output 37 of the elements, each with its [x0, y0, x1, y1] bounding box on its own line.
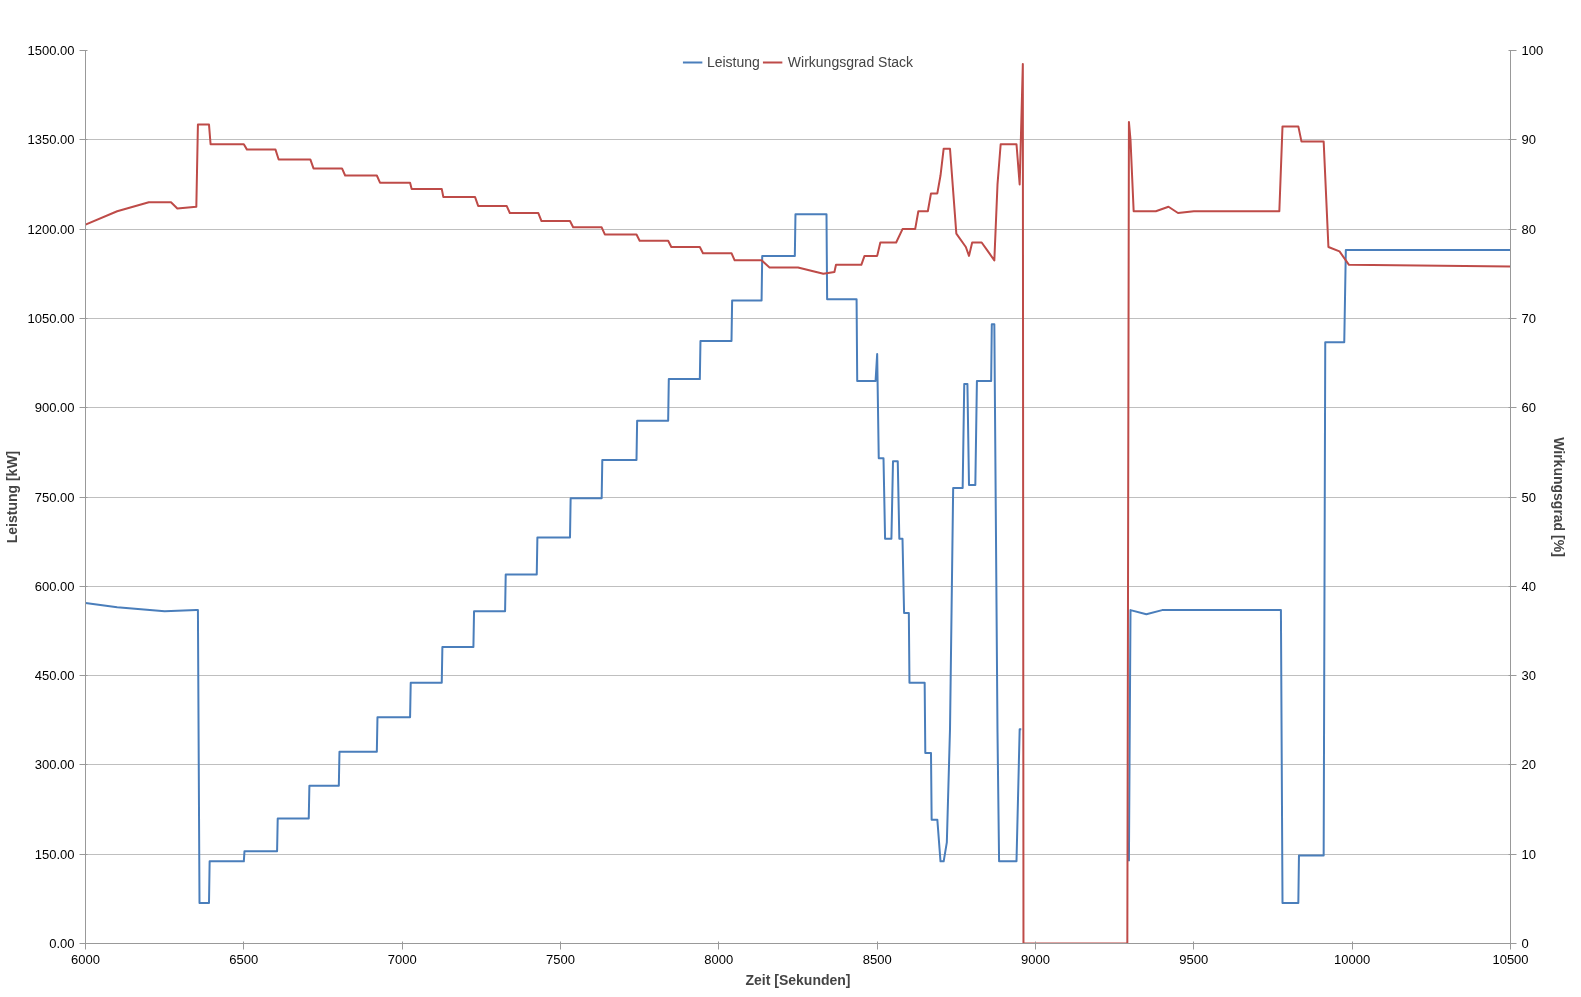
- legend-label: Wirkungsgrad Stack: [787, 54, 914, 70]
- y2-tick-label: 90: [1521, 132, 1536, 148]
- y-tick-label: 0.00: [49, 936, 75, 951]
- x-tick-label: 9000: [1021, 951, 1050, 967]
- y-tick-label: 1050.00: [27, 310, 75, 326]
- y-tick-label: 1350.00: [27, 132, 75, 148]
- y2-axis-title: Wirkungsgrad [%]: [1551, 437, 1568, 557]
- y2-tick-label: 10: [1521, 846, 1536, 862]
- y2-tick-label: 60: [1521, 400, 1536, 416]
- y-axis-title: Leistung [kW]: [3, 450, 20, 544]
- x-axis-title: Zeit [Sekunden]: [745, 971, 851, 988]
- x-tick-label: 8000: [704, 951, 734, 967]
- x-tick-label: 6000: [71, 951, 100, 967]
- x-tick-label: 10000: [1334, 951, 1371, 967]
- y-tick-label: 600.00: [34, 578, 75, 594]
- y2-tick-label: 0: [1521, 936, 1529, 951]
- y2-tick-label: 80: [1521, 221, 1536, 237]
- x-tick-label: 10500: [1492, 951, 1529, 967]
- y2-tick-label: 30: [1521, 668, 1536, 684]
- x-tick-label: 9500: [1179, 951, 1209, 967]
- y-tick-label: 300.00: [34, 757, 75, 773]
- y2-tick-label: 50: [1521, 489, 1536, 505]
- x-tick-label: 6500: [229, 951, 259, 967]
- y2-tick-label: 40: [1521, 578, 1536, 594]
- x-tick-label: 8500: [862, 951, 892, 967]
- x-tick-label: 7500: [546, 951, 575, 967]
- legend-label: Leistung: [706, 54, 760, 70]
- y-tick-label: 750.00: [34, 489, 75, 505]
- y2-tick-label: 70: [1521, 310, 1536, 326]
- y-tick-label: 150.00: [34, 846, 75, 862]
- y2-tick-label: 20: [1521, 757, 1536, 773]
- y-tick-label: 1200.00: [27, 221, 75, 237]
- y-tick-label: 900.00: [34, 400, 75, 416]
- y-tick-label: 450.00: [34, 668, 75, 684]
- y2-tick-label: 100: [1521, 43, 1544, 58]
- x-tick-label: 7000: [387, 951, 417, 967]
- y-tick-label: 1500.00: [27, 43, 75, 58]
